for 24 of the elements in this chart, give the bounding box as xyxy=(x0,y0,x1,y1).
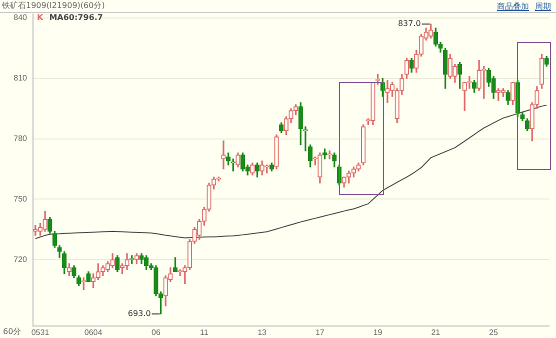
y-tick-label: 840 xyxy=(14,13,28,22)
x-tick-label: 19 xyxy=(373,328,383,338)
annotation: 837.0 xyxy=(398,19,421,28)
y-tick-label: 810 xyxy=(14,74,28,83)
x-tick-label: 0531 xyxy=(31,328,50,338)
x-tick-label: 11 xyxy=(200,328,209,338)
y-tick-label: 750 xyxy=(14,194,28,204)
candlestick xyxy=(221,140,226,170)
annotation: 693.0 xyxy=(128,309,151,318)
text: MA60:796.7 xyxy=(49,13,103,22)
text: K xyxy=(37,13,44,22)
x-tick-label: 17 xyxy=(315,328,325,338)
text: 60分 xyxy=(3,327,22,336)
x-tick-label: 13 xyxy=(258,328,268,338)
text: 商品叠加 xyxy=(497,1,529,12)
x-tick-label: 0604 xyxy=(84,328,103,338)
candlestick xyxy=(467,76,472,89)
y-tick-label: 780 xyxy=(14,134,28,144)
chart-title: 铁矿石1909(I21909)(60分) xyxy=(1,1,105,10)
x-tick-label: 25 xyxy=(489,328,499,338)
x-tick-label: 21 xyxy=(431,328,441,338)
text: 周期 xyxy=(535,1,551,12)
y-tick-label: 720 xyxy=(14,254,28,264)
x-tick-label: 06 xyxy=(152,328,161,338)
